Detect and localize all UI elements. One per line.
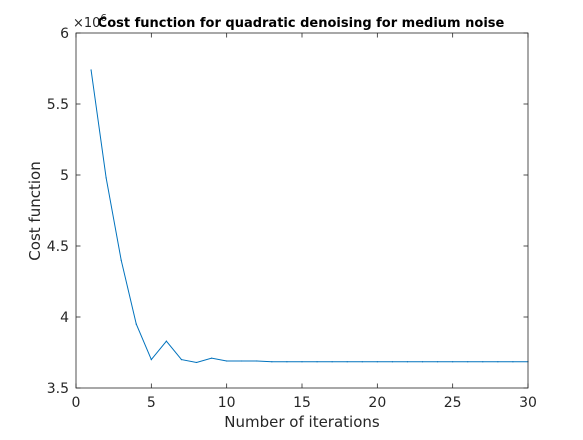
y-tick-label: 5 (60, 168, 69, 184)
data-point (90, 69, 92, 71)
data-point (195, 361, 198, 364)
data-point (361, 361, 363, 363)
y-axis-multiplier: ×106 (73, 13, 107, 31)
x-tick-label: 15 (293, 395, 311, 411)
x-tick-label: 20 (368, 395, 386, 411)
axes-box (75, 32, 529, 389)
x-tick-label: 25 (444, 395, 462, 411)
y-tick-label: 4.5 (47, 239, 69, 255)
data-point (301, 361, 303, 363)
ticks-layer: 0 5 10 15 20 25 30 3.5 4 4.5 5 5.5 6 (47, 26, 537, 411)
data-point (331, 361, 333, 363)
y-axis-label: Cost function (26, 161, 44, 260)
series-line (90, 69, 528, 363)
x-tick-label: 0 (72, 395, 81, 411)
y-tick-label: 4 (60, 310, 69, 326)
x-tick-label: 5 (147, 395, 156, 411)
data-point (437, 361, 439, 363)
data-point (482, 361, 484, 363)
data-point (241, 360, 243, 362)
plot-area (76, 33, 528, 388)
data-point (376, 361, 378, 363)
y-axis-exponent: 6 (100, 13, 106, 24)
x-tick-label: 10 (218, 395, 236, 411)
data-point (226, 360, 228, 362)
data-point (286, 361, 288, 363)
data-point (497, 361, 499, 363)
data-point (467, 361, 469, 363)
data-point (316, 361, 318, 363)
data-point (406, 361, 409, 363)
y-tick-label: 5.5 (47, 97, 69, 113)
x-axis-label: Number of iterations (224, 413, 380, 431)
data-point (120, 259, 122, 261)
data-point (180, 359, 183, 361)
data-point (105, 177, 107, 179)
data-point (256, 360, 258, 362)
data-point (421, 361, 424, 363)
data-point (135, 323, 137, 325)
x-tick-label: 30 (519, 395, 537, 411)
y-tick-label: 6 (60, 26, 69, 42)
y-tick-label: 3.5 (47, 381, 69, 397)
data-point (391, 361, 393, 363)
data-point (452, 361, 454, 363)
data-point (150, 359, 152, 361)
data-point (346, 361, 348, 363)
data-point (165, 340, 167, 342)
data-point (211, 357, 213, 359)
data-point (512, 361, 514, 363)
chart-title: Cost function for quadratic denoising fo… (98, 16, 505, 31)
series-layer (90, 69, 529, 364)
data-point (271, 361, 273, 363)
